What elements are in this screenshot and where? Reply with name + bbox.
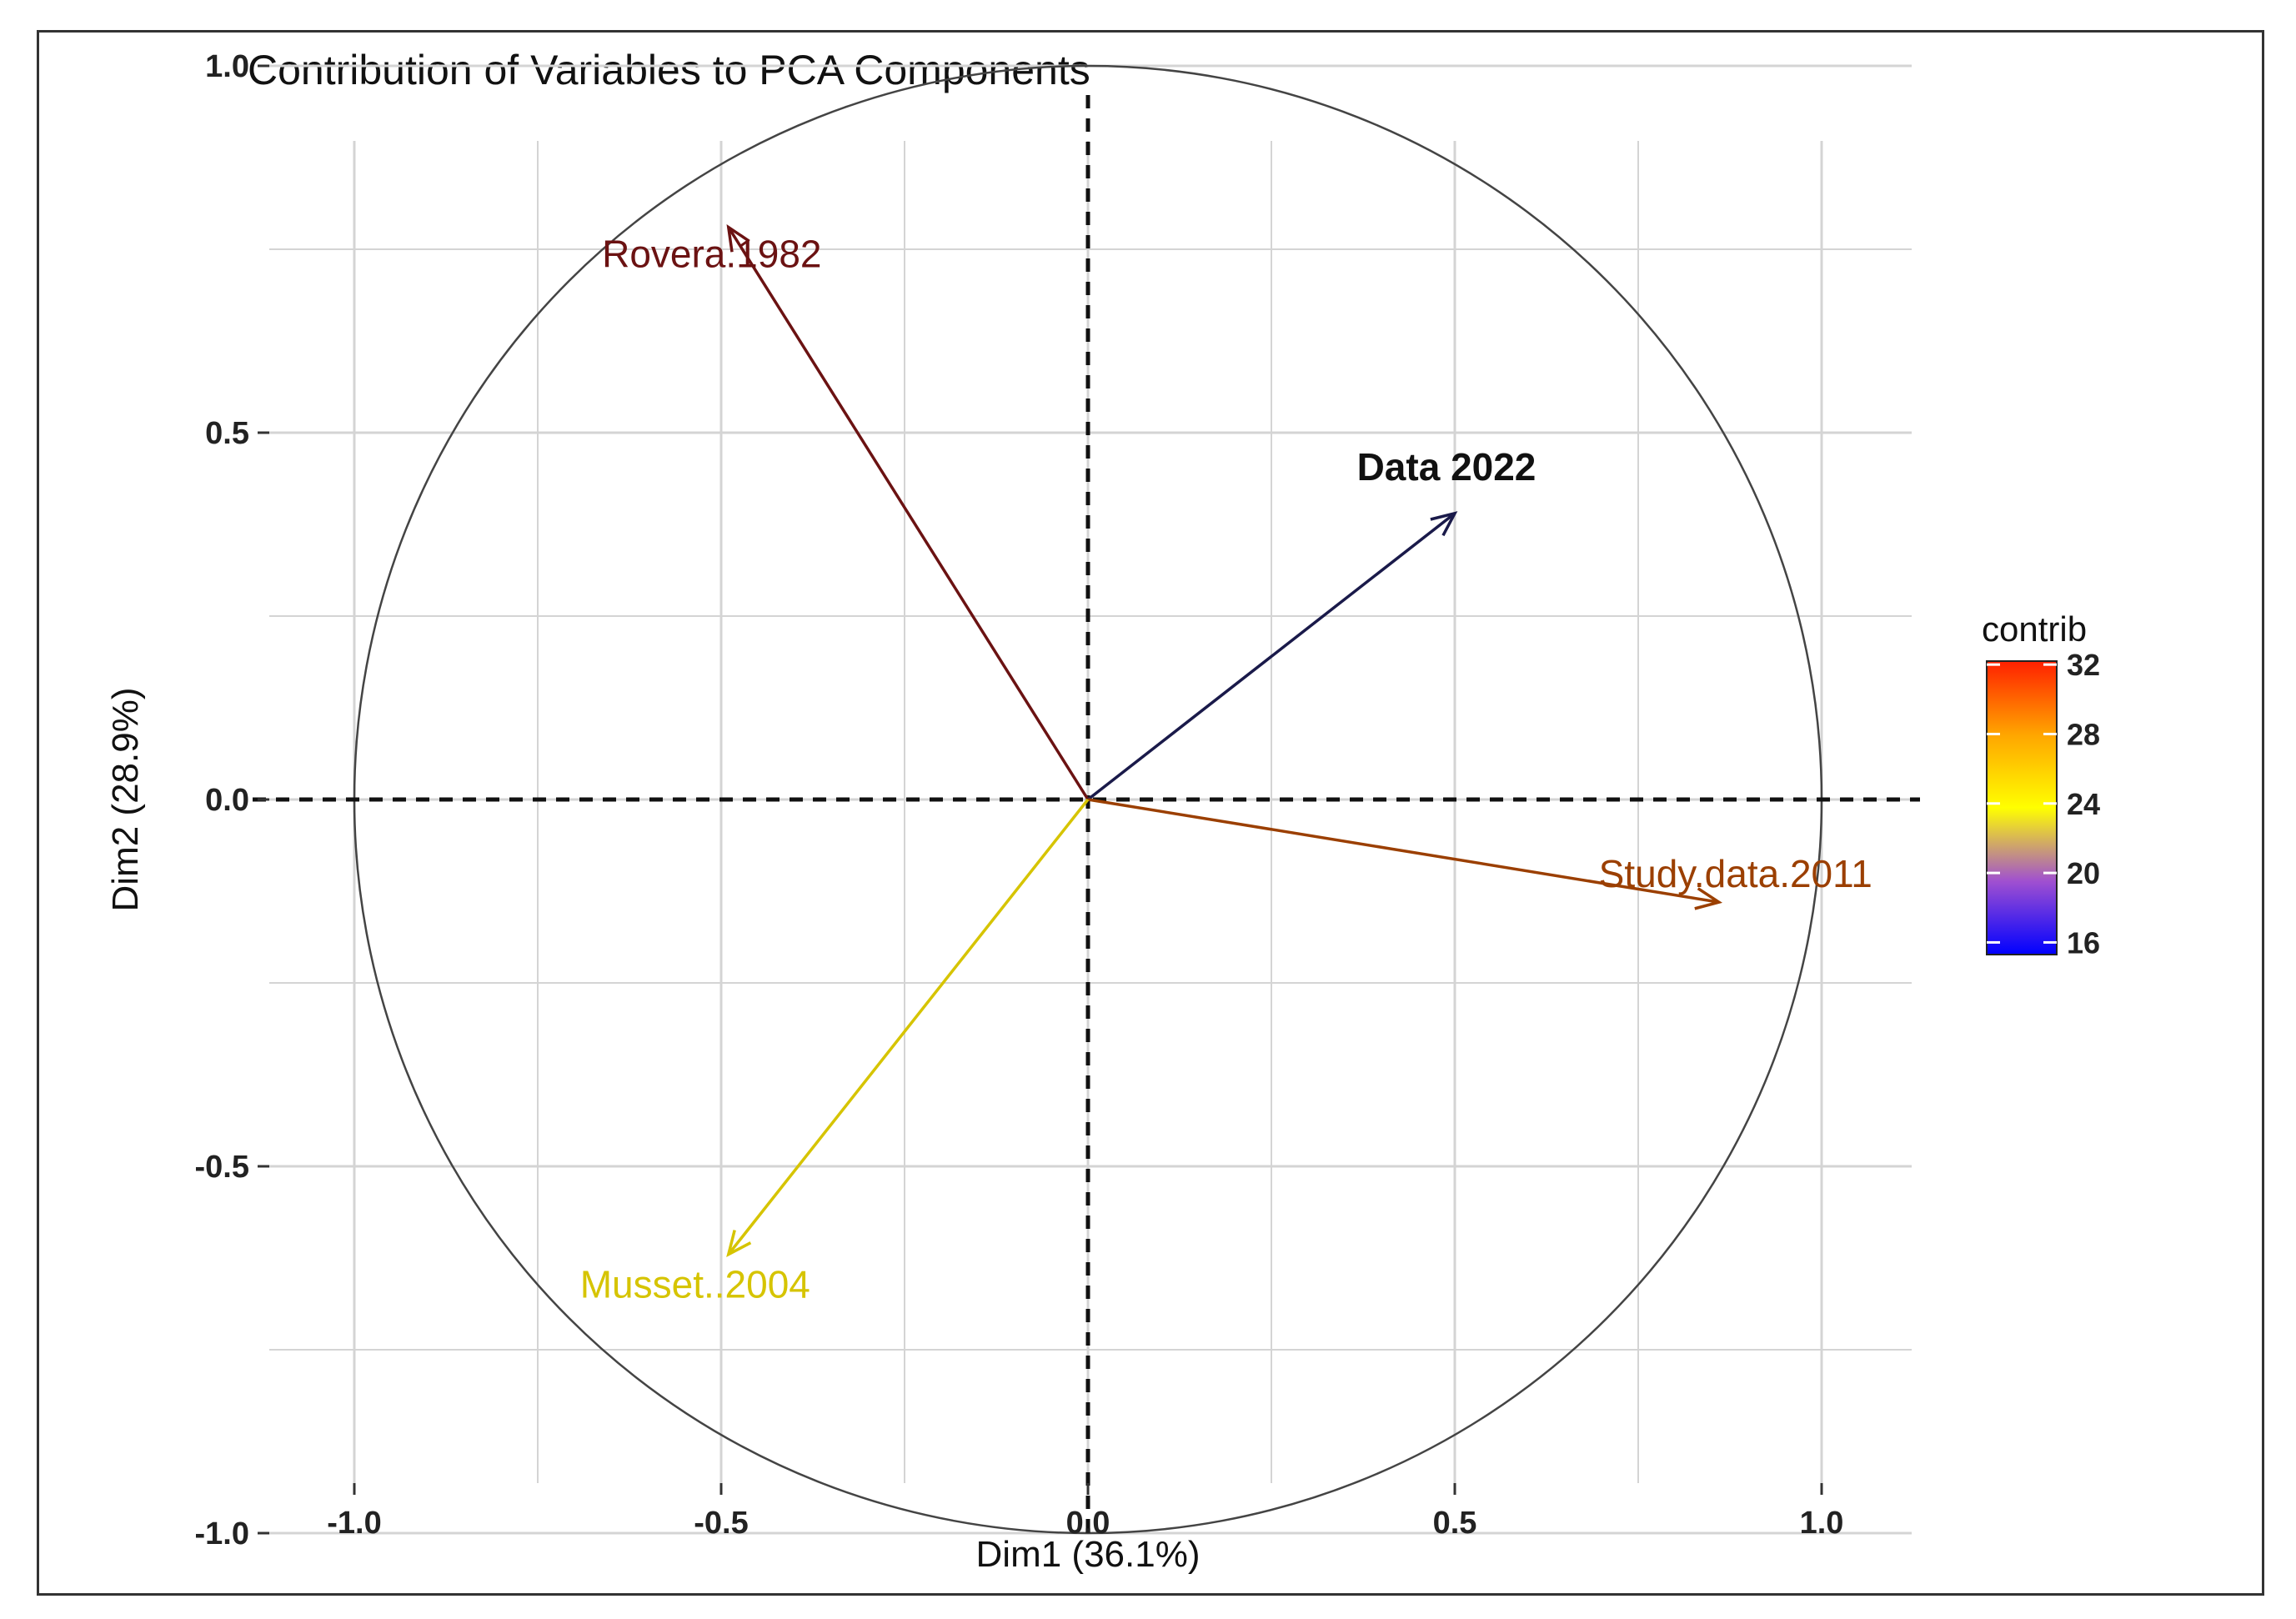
chart-frame: Contribution of Variables to PCA Compone… bbox=[37, 30, 2264, 1596]
x-tick-label: 0.5 bbox=[1433, 1506, 1477, 1541]
variable-label: Musset..2004 bbox=[580, 1263, 810, 1306]
x-axis-title: Dim1 (36.1%) bbox=[976, 1534, 1201, 1575]
y-tick-label: 1.0 bbox=[205, 49, 249, 84]
legend-tick-label: 32 bbox=[2067, 648, 2100, 682]
legend: contrib 16 20 24 28 32 bbox=[1982, 609, 2100, 960]
variable-arrowhead bbox=[1430, 511, 1458, 537]
variable-label: Rovera.1982 bbox=[602, 233, 821, 276]
legend-tick-label: 28 bbox=[2067, 717, 2100, 751]
y-tick-label: 0.0 bbox=[205, 783, 249, 818]
variable-arrowhead bbox=[726, 1230, 752, 1257]
legend-title: contrib bbox=[1982, 609, 2087, 649]
x-tick-label: 0.0 bbox=[1066, 1506, 1110, 1541]
x-tick-label: -1.0 bbox=[327, 1506, 381, 1541]
variable-label: Study.data.2011 bbox=[1599, 852, 1872, 895]
variable-arrowhead bbox=[1694, 887, 1723, 910]
y-tick-label: 0.5 bbox=[205, 416, 249, 451]
y-axis-title: Dim2 (28.9%) bbox=[105, 688, 146, 912]
chart: Contribution of Variables to PCA Compone… bbox=[105, 47, 2100, 1575]
y-tick-label: -1.0 bbox=[195, 1516, 249, 1551]
variable-arrow bbox=[1086, 512, 1456, 801]
variable-arrow bbox=[1087, 798, 1720, 904]
chart-title: Contribution of Variables to PCA Compone… bbox=[248, 47, 1090, 93]
variable-label: Data 2022 bbox=[1357, 445, 1537, 489]
legend-colorbar bbox=[1986, 660, 2058, 955]
legend-tick-label: 20 bbox=[2067, 856, 2100, 890]
x-tick-label: -0.5 bbox=[694, 1506, 748, 1541]
variable-arrowhead bbox=[726, 223, 750, 253]
x-tick-label: 1.0 bbox=[1800, 1506, 1844, 1541]
legend-tick-label: 16 bbox=[2067, 925, 2100, 960]
y-tick-label: -0.5 bbox=[195, 1150, 249, 1185]
variable-arrow bbox=[727, 798, 1090, 1256]
legend-tick-label: 24 bbox=[2067, 787, 2100, 821]
variable-arrow bbox=[727, 226, 1090, 800]
